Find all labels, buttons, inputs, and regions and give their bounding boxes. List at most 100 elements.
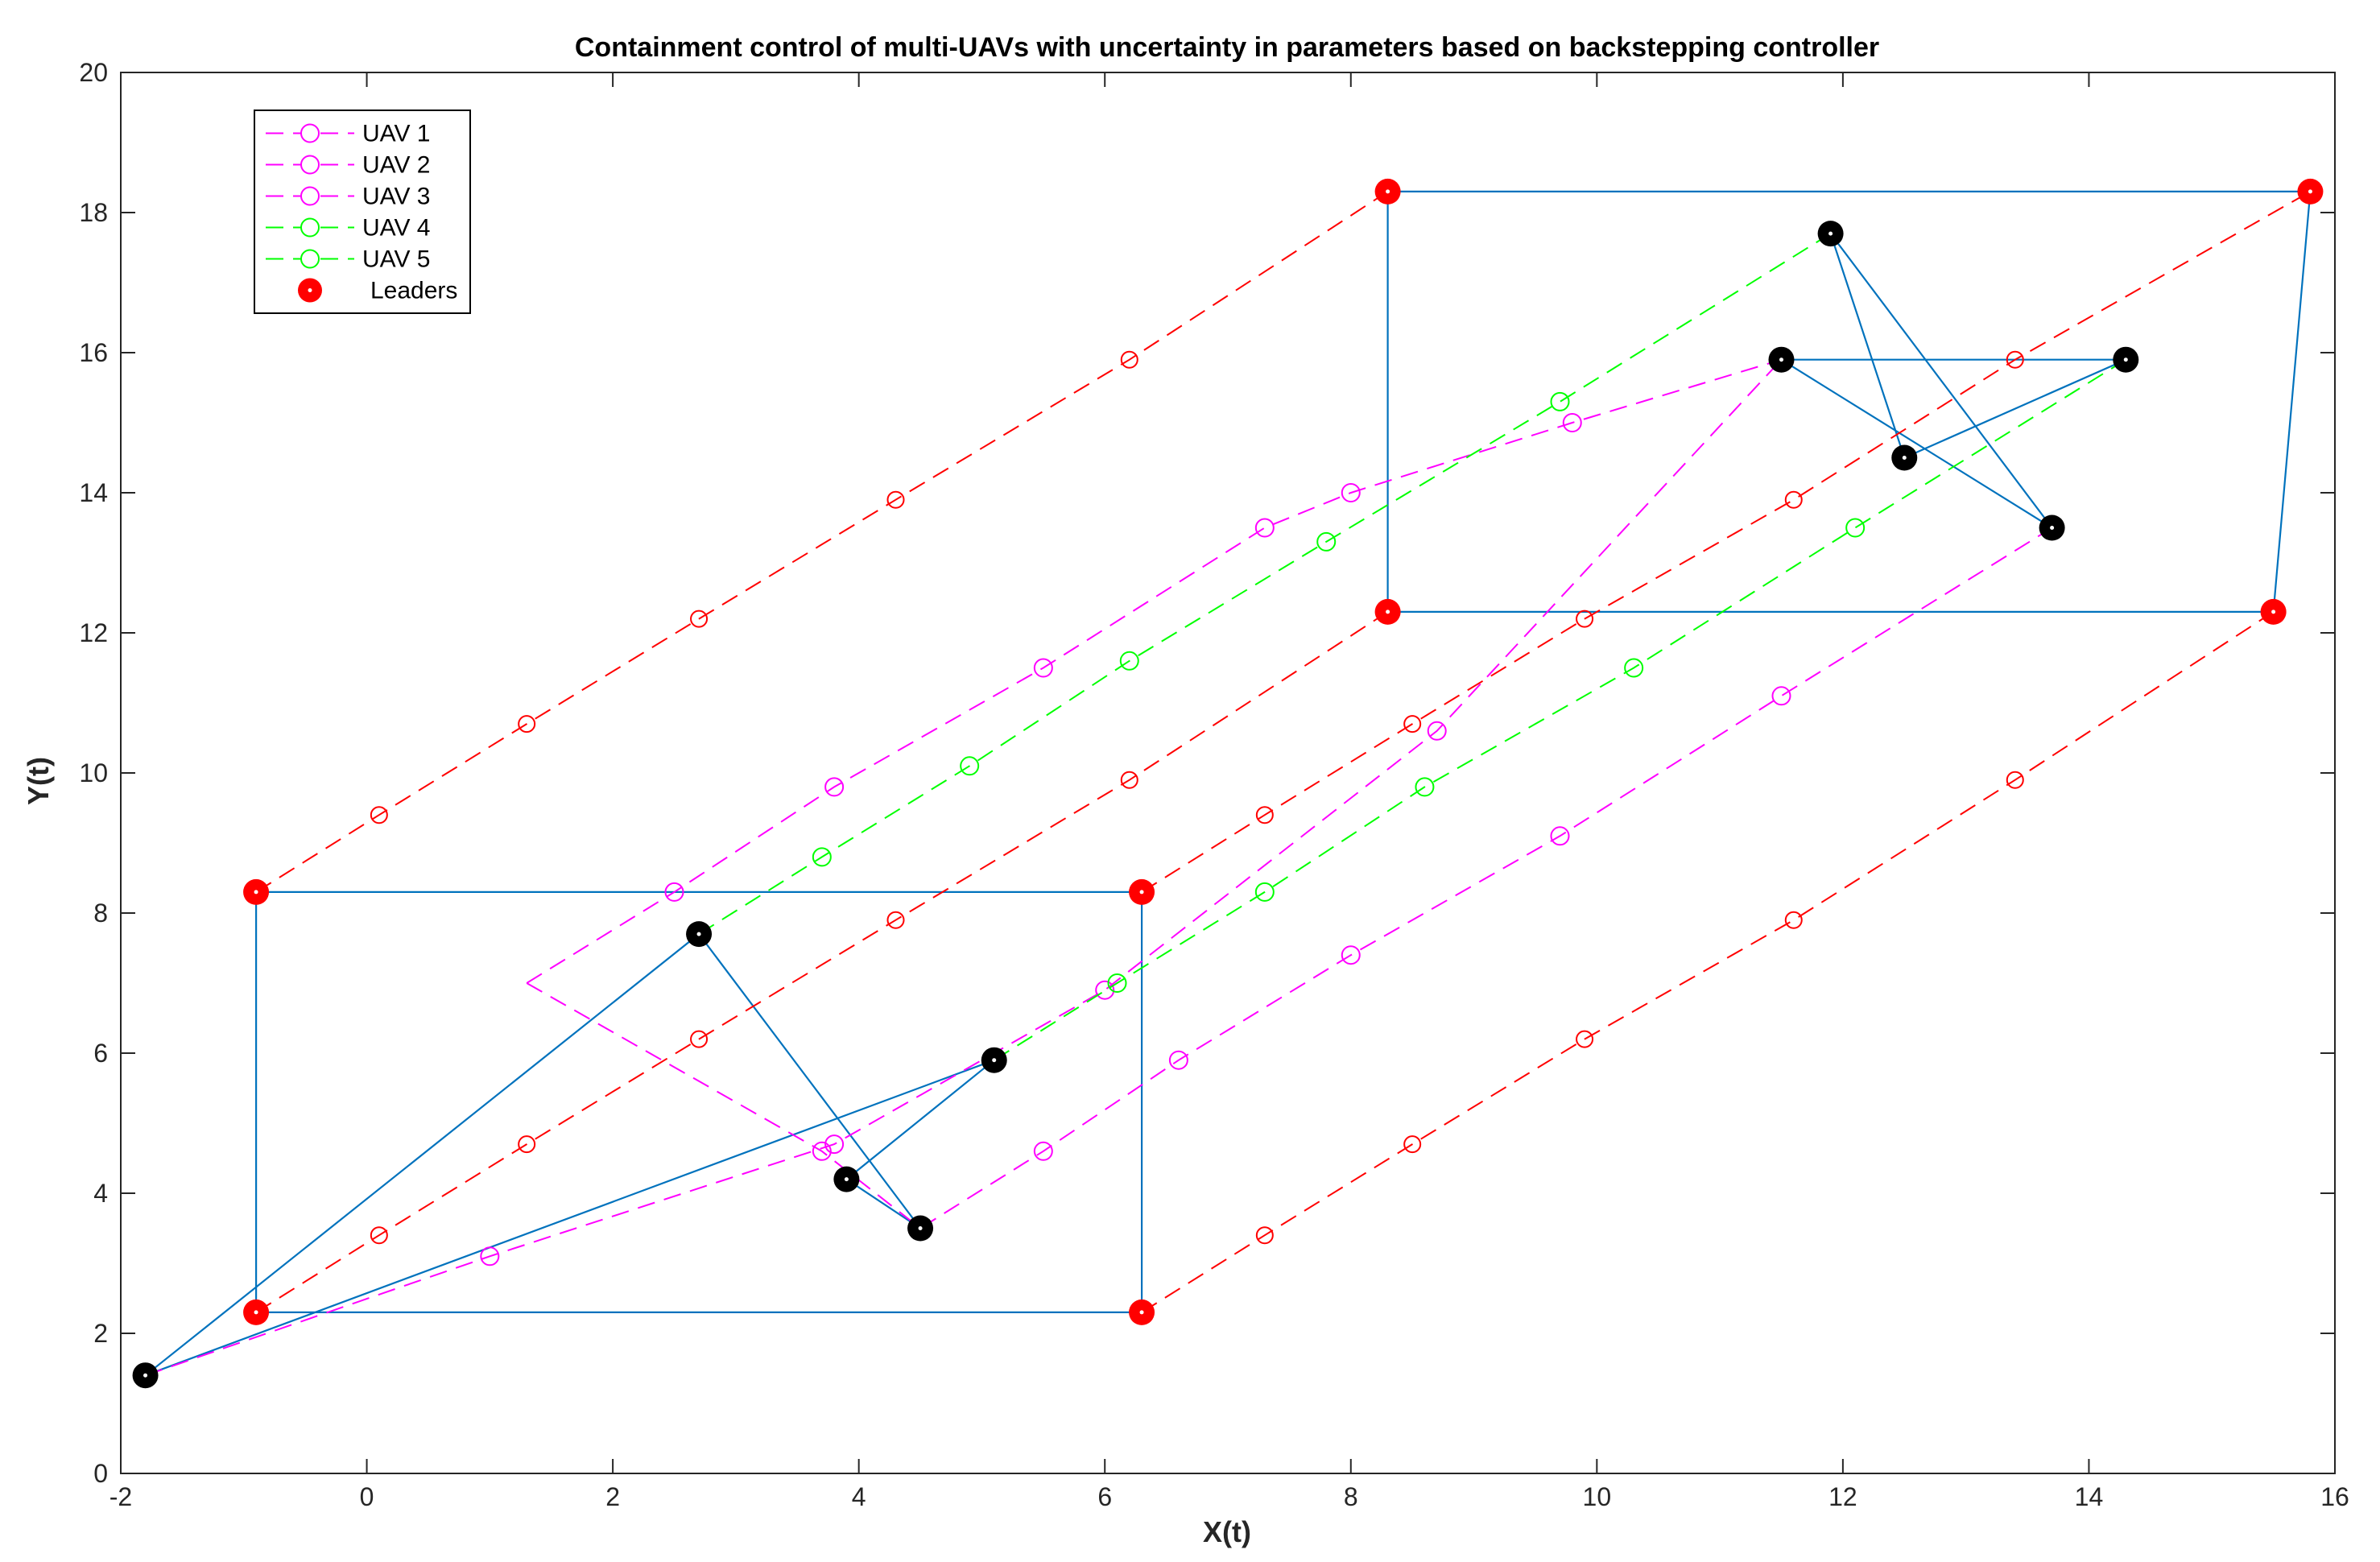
follower-links-final: [1780, 233, 2126, 529]
legend-box: [254, 110, 471, 314]
follower-point-center: [1828, 231, 1833, 236]
axes-box: [120, 72, 2336, 1474]
follower-point-center: [918, 1226, 923, 1230]
series-point: [1550, 826, 1570, 846]
series-point: [824, 1134, 845, 1155]
series-point: [812, 1141, 832, 1161]
leader-path-marker: [1784, 490, 1803, 509]
series-point: [1168, 1050, 1188, 1070]
leader-path-marker: [1120, 771, 1138, 789]
series-point: [1316, 531, 1337, 552]
legend-marker: [300, 249, 320, 269]
leader-point-center: [1386, 610, 1390, 614]
leader-point-center: [254, 1310, 258, 1315]
leader-path-3: [1141, 191, 2311, 893]
plot-content: [132, 178, 2324, 1389]
series-point: [664, 882, 684, 902]
leader-path-marker: [886, 911, 905, 929]
series-uav-4-line: [698, 233, 1832, 935]
leader-path-2: [255, 611, 1389, 1313]
leader-path-marker: [370, 1226, 388, 1245]
leader-path-marker: [1403, 715, 1422, 733]
leader-point-center: [2308, 189, 2312, 194]
legend-marker: [300, 155, 320, 175]
x-tick-label: 16: [2320, 1482, 2349, 1511]
legend-marker-center: [308, 288, 312, 292]
leader-path-marker: [690, 610, 709, 628]
follower-point-center: [2123, 357, 2128, 362]
y-tick-label: 14: [79, 478, 108, 507]
leader-path-marker: [1120, 350, 1138, 369]
series-point: [1107, 973, 1127, 993]
series-point: [1254, 518, 1275, 538]
y-axis-label: Y(t): [22, 757, 55, 805]
follower-links-initial: [144, 932, 995, 1377]
y-tick-label: 6: [93, 1039, 108, 1068]
y-tick-label: 4: [93, 1179, 108, 1208]
y-tick-label: 20: [79, 58, 108, 87]
leader-path-1: [255, 191, 1389, 893]
x-tick-label: 6: [1097, 1482, 1112, 1511]
x-tick-label: 12: [1828, 1482, 1857, 1511]
x-tick-label: 14: [2075, 1482, 2104, 1511]
x-tick-label: 10: [1583, 1482, 1612, 1511]
series-point: [1845, 518, 1866, 538]
series-point: [1550, 391, 1570, 411]
y-tick-label: 10: [79, 758, 108, 787]
x-tick-label: 2: [605, 1482, 620, 1511]
legend-label: Leaders: [370, 278, 457, 304]
series-point: [1254, 882, 1275, 902]
legend-label: UAV 2: [362, 152, 430, 179]
follower-point-center: [2050, 526, 2055, 530]
leader-path-marker: [1784, 911, 1803, 929]
leader-path-marker: [886, 490, 905, 509]
x-tick-label: 0: [360, 1482, 374, 1511]
series-point: [1415, 777, 1435, 797]
leader-path-4: [1141, 611, 2275, 1313]
y-tick-label: 0: [93, 1459, 108, 1488]
leader-path-marker: [1576, 610, 1594, 628]
legend-label: UAV 3: [362, 184, 430, 210]
leader-point-center: [2271, 610, 2276, 614]
series-uav-5-line: [994, 358, 2126, 1061]
y-tick-label: 12: [79, 618, 108, 647]
follower-point-center: [696, 932, 701, 936]
legend-label: UAV 5: [362, 246, 430, 273]
x-tick-label: 4: [852, 1482, 866, 1511]
legend-marker: [300, 123, 320, 143]
legend: UAV 1 UAV 2 UAV 3 UAV 4 UAV 5 Leaders: [254, 110, 471, 314]
series-point: [1033, 658, 1053, 678]
leader-path-marker: [370, 806, 388, 824]
series-point: [1427, 721, 1447, 741]
leader-path-marker: [690, 1030, 709, 1048]
leader-path-marker: [1255, 806, 1274, 824]
series-point: [1095, 980, 1115, 1000]
series-uav-1-line: [145, 359, 1783, 1377]
chart-title: Containment control of multi-UAVs with u…: [575, 32, 1879, 63]
legend-marker: [300, 217, 320, 238]
series-point: [1341, 945, 1361, 965]
series-point: [1119, 651, 1139, 671]
follower-point-center: [844, 1177, 849, 1182]
series-point: [480, 1246, 500, 1267]
series-point: [1624, 658, 1644, 678]
x-axis-label: X(t): [1203, 1515, 1251, 1548]
series-point: [1562, 413, 1582, 432]
x-tick-label: 8: [1344, 1482, 1358, 1511]
leader-point-center: [1386, 189, 1390, 194]
series-point: [1341, 483, 1361, 502]
leader-path-marker: [1576, 1030, 1594, 1048]
leader-point-center: [1139, 1310, 1144, 1315]
series-uav-2-line: [526, 358, 1782, 984]
legend-label: UAV 4: [362, 215, 430, 242]
leader-path-marker: [2006, 771, 2024, 789]
y-tick-label: 16: [79, 338, 108, 367]
leader-point-center: [254, 890, 258, 895]
series-uav-3-line: [526, 527, 2053, 1229]
series-point: [960, 756, 980, 776]
series-point: [824, 777, 845, 797]
leader-path-marker: [1403, 1135, 1422, 1154]
legend-label: UAV 1: [362, 121, 430, 147]
series-point: [1771, 686, 1791, 706]
follower-point-center: [992, 1058, 997, 1063]
